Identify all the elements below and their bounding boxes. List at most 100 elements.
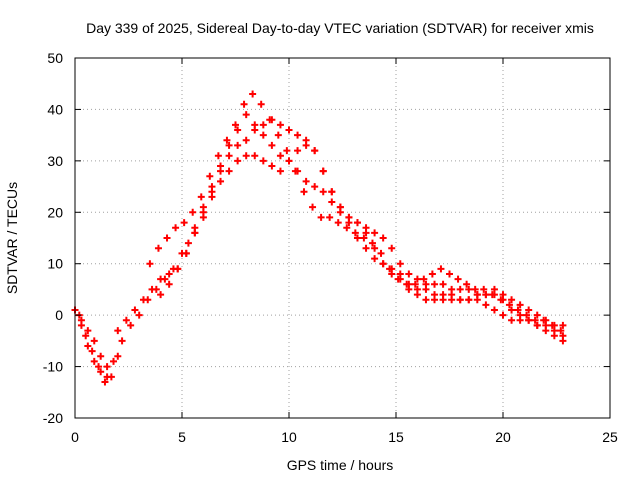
data-point: [276, 121, 284, 129]
data-point: [403, 280, 411, 288]
data-point: [328, 198, 336, 206]
data-point: [157, 275, 165, 283]
data-point: [84, 327, 92, 335]
data-point: [394, 275, 402, 283]
x-tick-label: 15: [388, 429, 404, 445]
data-point: [251, 152, 259, 160]
series-track-6: [77, 316, 111, 371]
data-point: [268, 116, 276, 124]
data-point: [413, 275, 421, 283]
series-track-2: [146, 90, 565, 335]
data-point: [309, 203, 317, 211]
data-point: [95, 363, 103, 371]
plot-frame: [74, 57, 611, 419]
data-point: [122, 316, 130, 324]
data-point: [294, 131, 302, 139]
series-track-5: [75, 311, 122, 386]
series-track-4: [114, 141, 567, 345]
data-point: [135, 311, 143, 319]
data-point: [249, 90, 257, 98]
data-point: [490, 306, 498, 314]
data-point: [343, 224, 351, 232]
data-point: [405, 285, 413, 293]
series-track-3: [157, 116, 567, 329]
y-tick-label: -20: [43, 410, 63, 426]
data-point: [542, 327, 550, 335]
data-point: [405, 270, 413, 278]
data-point: [437, 265, 445, 273]
data-point: [431, 296, 439, 304]
data-point: [77, 316, 85, 324]
data-point: [97, 352, 105, 360]
data-point: [473, 291, 481, 299]
data-point: [110, 357, 118, 365]
data-point: [148, 285, 156, 293]
y-tick-label: 10: [47, 256, 63, 272]
y-tick-label: 40: [47, 101, 63, 117]
data-point: [139, 296, 147, 304]
data-point: [268, 162, 276, 170]
data-point: [379, 234, 387, 242]
data-point: [101, 378, 109, 386]
data-point: [463, 280, 471, 288]
x-tick-label: 0: [71, 429, 79, 445]
data-point: [131, 306, 139, 314]
data-point: [88, 347, 96, 355]
data-point: [285, 157, 293, 165]
data-point: [199, 213, 207, 221]
data-point: [368, 239, 376, 247]
data-point: [371, 244, 379, 252]
data-point: [268, 141, 276, 149]
data-point: [328, 188, 336, 196]
data-point: [362, 224, 370, 232]
data-point: [523, 311, 531, 319]
data-point: [371, 255, 379, 263]
data-point: [217, 167, 225, 175]
data-point: [182, 249, 190, 257]
data-point: [422, 280, 430, 288]
data-point: [107, 373, 115, 381]
data-point: [276, 167, 284, 175]
data-point: [559, 337, 567, 345]
data-points: [71, 90, 567, 386]
data-point: [490, 285, 498, 293]
data-point: [446, 270, 453, 278]
data-point: [234, 126, 242, 134]
x-tick-label: 20: [495, 429, 511, 445]
data-point: [114, 327, 122, 335]
data-point: [90, 337, 98, 345]
data-point: [90, 357, 98, 365]
data-point: [319, 188, 327, 196]
data-point: [103, 363, 111, 371]
data-point: [508, 306, 516, 314]
data-point: [411, 280, 419, 288]
data-point: [82, 332, 90, 340]
data-point: [302, 177, 310, 185]
data-point: [353, 234, 361, 242]
data-point: [163, 234, 171, 242]
data-point: [242, 152, 250, 160]
data-point: [420, 275, 428, 283]
data-point: [362, 244, 370, 252]
data-point: [311, 147, 319, 155]
data-point: [259, 157, 267, 165]
data-point: [154, 244, 162, 252]
data-point: [242, 136, 250, 144]
data-point: [482, 301, 490, 309]
data-point: [283, 147, 291, 155]
data-point: [379, 260, 387, 268]
data-point: [326, 213, 334, 221]
data-point: [336, 203, 344, 211]
data-point: [214, 152, 222, 160]
data-point: [465, 285, 473, 293]
data-point: [480, 285, 488, 293]
data-point: [276, 152, 284, 160]
data-point: [353, 219, 361, 227]
data-point: [208, 193, 216, 201]
data-point: [97, 368, 105, 376]
data-point: [388, 265, 396, 273]
data-point: [317, 213, 325, 221]
data-point: [550, 332, 558, 340]
data-point: [242, 111, 250, 119]
data-point: [291, 167, 299, 175]
